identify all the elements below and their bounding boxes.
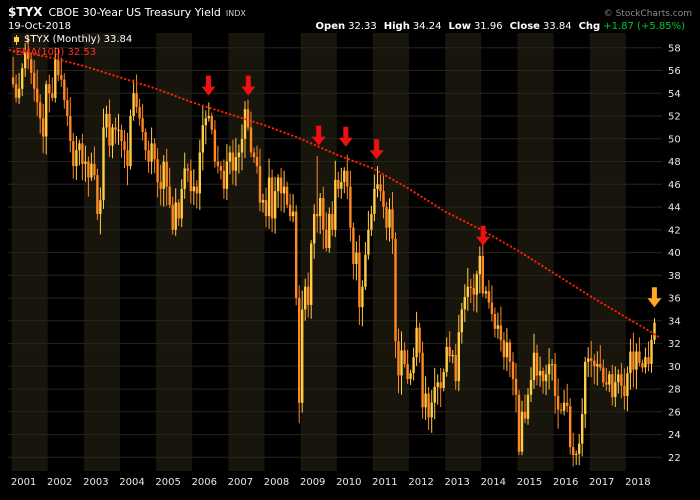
svg-text:26: 26 xyxy=(668,407,681,418)
candlesticks xyxy=(11,35,656,467)
signal-arrows xyxy=(201,75,662,308)
x-axis-labels: 2001 2002 2003 2004 2005 2006 2007 2008 2009 2010… xyxy=(11,477,651,488)
svg-text:2010: 2010 xyxy=(336,477,361,488)
title-row: $TYX CBOE 30-Year US Treasury Yield INDX… xyxy=(8,5,692,19)
svg-text:2013: 2013 xyxy=(444,477,469,488)
exchange-label: INDX xyxy=(225,9,246,18)
close-value: 33.84 xyxy=(542,21,572,32)
svg-text:2016: 2016 xyxy=(553,477,578,488)
svg-text:2008: 2008 xyxy=(264,477,289,488)
svg-text:30: 30 xyxy=(668,362,681,373)
svg-text:2009: 2009 xyxy=(300,477,325,488)
copyright-notice: © StockCharts.com xyxy=(603,9,692,19)
quote-row: 19-Oct-2018 Open 32.33 High 34.24 Low 31.96 Cl… xyxy=(8,21,692,32)
svg-text:52: 52 xyxy=(668,112,681,123)
chg-value: +1.87 (+5.85%) xyxy=(603,21,685,32)
series-legend-label: $TYX (Monthly) 33.84 xyxy=(24,34,133,45)
svg-text:56: 56 xyxy=(668,66,681,77)
high-label: High xyxy=(383,21,410,32)
chg-label: Chg xyxy=(578,21,601,32)
svg-text:50: 50 xyxy=(668,134,681,145)
svg-text:2007: 2007 xyxy=(228,477,253,488)
legend-candlestick-icon xyxy=(14,34,19,45)
chart-date: 19-Oct-2018 xyxy=(8,21,71,32)
high-value: 34.24 xyxy=(412,21,442,32)
svg-text:22: 22 xyxy=(668,453,681,464)
svg-text:58: 58 xyxy=(668,43,681,54)
svg-text:28: 28 xyxy=(668,385,681,396)
svg-text:2012: 2012 xyxy=(408,477,433,488)
svg-text:34: 34 xyxy=(668,316,681,327)
ema-legend-label: -EMA(100) 32.53 xyxy=(12,47,97,58)
svg-text:36: 36 xyxy=(668,294,681,305)
ema-line xyxy=(8,49,662,339)
svg-text:54: 54 xyxy=(668,89,681,100)
svg-text:44: 44 xyxy=(668,203,681,214)
svg-text:2005: 2005 xyxy=(155,477,180,488)
ohlc-quote: Open 32.33 High 34.24 Low 31.96 Close 33.84 Chg +… xyxy=(316,21,692,32)
svg-text:46: 46 xyxy=(668,180,681,191)
chart-header: $TYX CBOE 30-Year US Treasury Yield INDX… xyxy=(8,5,692,32)
low-label: Low xyxy=(448,21,471,32)
low-value: 31.96 xyxy=(473,21,503,32)
series-legend: $TYX (Monthly) 33.84 xyxy=(12,33,132,46)
svg-text:48: 48 xyxy=(668,157,681,168)
instrument-name: CBOE 30-Year US Treasury Yield xyxy=(48,6,221,19)
svg-text:2006: 2006 xyxy=(192,477,217,488)
chart-legend: $TYX (Monthly) 33.84 -EMA(100) 32.53 xyxy=(12,33,132,59)
svg-text:42: 42 xyxy=(668,225,681,236)
svg-text:2017: 2017 xyxy=(589,477,614,488)
svg-text:24: 24 xyxy=(668,430,681,441)
svg-text:2018: 2018 xyxy=(625,477,650,488)
svg-text:2001: 2001 xyxy=(11,477,36,488)
svg-text:2003: 2003 xyxy=(83,477,108,488)
svg-text:2011: 2011 xyxy=(372,477,397,488)
ticker-symbol: $TYX xyxy=(8,5,43,19)
svg-text:2004: 2004 xyxy=(119,477,144,488)
svg-text:2014: 2014 xyxy=(481,477,506,488)
svg-text:2002: 2002 xyxy=(47,477,72,488)
open-value: 32.33 xyxy=(348,21,377,32)
year-bands xyxy=(11,33,626,471)
svg-text:40: 40 xyxy=(668,248,681,259)
svg-text:32: 32 xyxy=(668,339,681,350)
y-axis-labels: 22 24 26 28 30 32 34 36 38 40 42 44 46 48 50 52 54 56 58 xyxy=(668,43,681,464)
svg-text:38: 38 xyxy=(668,271,681,282)
svg-text:2015: 2015 xyxy=(517,477,542,488)
close-label: Close xyxy=(509,21,540,32)
open-label: Open xyxy=(315,21,346,32)
